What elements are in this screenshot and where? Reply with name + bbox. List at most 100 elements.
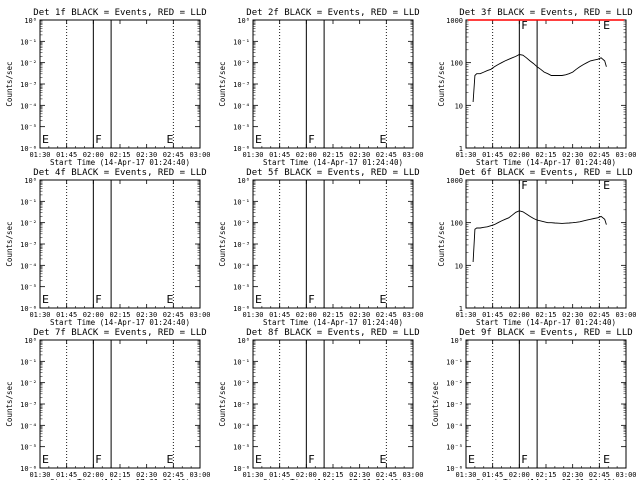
x-tick-label: 02:15	[109, 151, 130, 159]
x-tick-label: 02:30	[562, 151, 583, 159]
x-tick-label: 01:45	[482, 471, 503, 479]
x-tick-label: 01:30	[455, 311, 476, 319]
panel-det-4: Det 4f BLACK = Events, RED = LLD 01:30 01:…	[5, 168, 211, 327]
x-tick-label: 01:30	[242, 151, 263, 159]
event-marker: F	[95, 133, 101, 146]
x-tick-label: 01:30	[242, 471, 263, 479]
y-tick-label: 10⁻¹	[233, 38, 250, 46]
y-tick-label: 10⁻⁴	[233, 102, 250, 110]
y-axis-label: Counts/sec	[5, 61, 14, 106]
x-tick-label: 02:30	[562, 311, 583, 319]
y-tick-label: 10⁻¹	[20, 198, 37, 206]
plot-frame	[465, 339, 627, 469]
x-tick-label: 03:00	[615, 311, 636, 319]
x-tick-label: 02:00	[296, 471, 317, 479]
plot-frame	[39, 179, 201, 309]
plot-frame	[39, 19, 201, 149]
y-tick-label: 10⁻¹	[20, 358, 37, 366]
y-tick-label: 1	[459, 305, 463, 313]
event-marker: E	[255, 293, 262, 306]
x-tick-label: 02:30	[349, 311, 370, 319]
event-marker: F	[95, 453, 101, 466]
x-tick-label: 02:30	[562, 471, 583, 479]
x-axis-label: Start Time (14-Apr-17 01:24:40)	[263, 478, 403, 480]
event-marker: E	[603, 179, 610, 192]
y-tick-label: 10⁻⁴	[20, 422, 37, 430]
y-tick-label: 10⁻¹	[446, 358, 463, 366]
y-tick-label: 10⁻⁶	[446, 465, 463, 473]
y-tick-label: 10⁰	[237, 177, 250, 185]
y-tick-label: 10⁻⁶	[20, 145, 37, 153]
x-tick-label: 02:00	[509, 311, 530, 319]
x-tick-label: 03:00	[189, 311, 210, 319]
y-tick-label: 10⁻²	[233, 60, 250, 68]
event-marker: E	[42, 293, 49, 306]
y-tick-label: 10⁻⁴	[233, 262, 250, 270]
x-tick-label: 01:30	[29, 151, 50, 159]
event-marker: E	[166, 293, 173, 306]
y-axis-label: Counts/sec	[437, 221, 446, 266]
panel-title: Det 2f BLACK = Events, RED = LLD	[246, 8, 419, 18]
x-tick-label: 03:00	[615, 151, 636, 159]
y-tick-label: 10⁻⁵	[233, 284, 250, 292]
panel-title: Det 1f BLACK = Events, RED = LLD	[33, 8, 206, 18]
x-axis-label: Start Time (14-Apr-17 01:24:40)	[476, 158, 616, 167]
x-tick-label: 02:00	[83, 471, 104, 479]
x-tick-label: 02:00	[509, 151, 530, 159]
y-tick-label: 10⁻⁴	[446, 422, 463, 430]
y-tick-label: 1	[459, 145, 463, 153]
y-tick-label: 10⁻²	[20, 60, 37, 68]
y-tick-label: 100	[450, 220, 463, 228]
y-tick-label: 1000	[446, 17, 463, 25]
x-tick-label: 01:30	[29, 471, 50, 479]
y-tick-label: 10⁻⁵	[446, 444, 463, 452]
event-marker: E	[42, 133, 49, 146]
x-tick-label: 01:30	[455, 151, 476, 159]
plot-frame	[252, 19, 414, 149]
x-tick-label: 01:45	[56, 151, 77, 159]
event-marker: E	[255, 133, 262, 146]
plot-frame	[39, 339, 201, 469]
panel-title: Det 8f BLACK = Events, RED = LLD	[246, 328, 419, 338]
event-marker: E	[379, 293, 386, 306]
x-tick-label: 01:30	[29, 311, 50, 319]
y-tick-label: 10⁰	[24, 337, 37, 345]
y-tick-label: 10⁻¹	[233, 358, 250, 366]
series-line-1	[472, 210, 607, 263]
x-tick-label: 03:00	[402, 471, 423, 479]
event-marker: F	[521, 453, 527, 466]
x-tick-label: 02:45	[163, 151, 184, 159]
x-tick-label: 02:30	[136, 471, 157, 479]
y-tick-label: 10⁰	[237, 17, 250, 25]
event-marker: E	[42, 453, 49, 466]
x-tick-label: 02:00	[296, 151, 317, 159]
x-tick-label: 02:30	[349, 471, 370, 479]
plot-frame	[252, 339, 414, 469]
y-tick-label: 10⁻⁶	[20, 465, 37, 473]
panel-det-7: Det 7f BLACK = Events, RED = LLD 01:30 01:…	[5, 328, 211, 480]
y-tick-label: 10⁻³	[20, 241, 37, 249]
x-tick-label: 02:15	[322, 151, 343, 159]
x-tick-label: 02:45	[163, 311, 184, 319]
panel-det-9: Det 9f BLACK = Events, RED = LLD 01:30 01:…	[431, 328, 637, 480]
panel-title: Det 4f BLACK = Events, RED = LLD	[33, 168, 206, 178]
x-axis-label: Start Time (14-Apr-17 01:24:40)	[50, 158, 190, 167]
y-tick-label: 10⁻⁴	[20, 262, 37, 270]
y-axis-label: Counts/sec	[218, 221, 227, 266]
x-tick-label: 02:15	[535, 151, 556, 159]
x-axis-label: Start Time (14-Apr-17 01:24:40)	[50, 318, 190, 327]
x-tick-label: 02:45	[376, 471, 397, 479]
y-axis-label: Counts/sec	[5, 221, 14, 266]
panel-title: Det 5f BLACK = Events, RED = LLD	[246, 168, 419, 178]
y-axis-label: Counts/sec	[5, 381, 14, 426]
x-tick-label: 02:15	[109, 471, 130, 479]
y-tick-label: 10⁻⁶	[233, 465, 250, 473]
plot-frame	[465, 19, 627, 149]
y-tick-label: 10⁻²	[233, 220, 250, 228]
y-tick-label: 10	[455, 262, 463, 270]
x-tick-label: 01:45	[482, 151, 503, 159]
x-tick-label: 03:00	[402, 151, 423, 159]
x-axis-label: Start Time (14-Apr-17 01:24:40)	[476, 318, 616, 327]
y-axis-label: Counts/sec	[218, 381, 227, 426]
